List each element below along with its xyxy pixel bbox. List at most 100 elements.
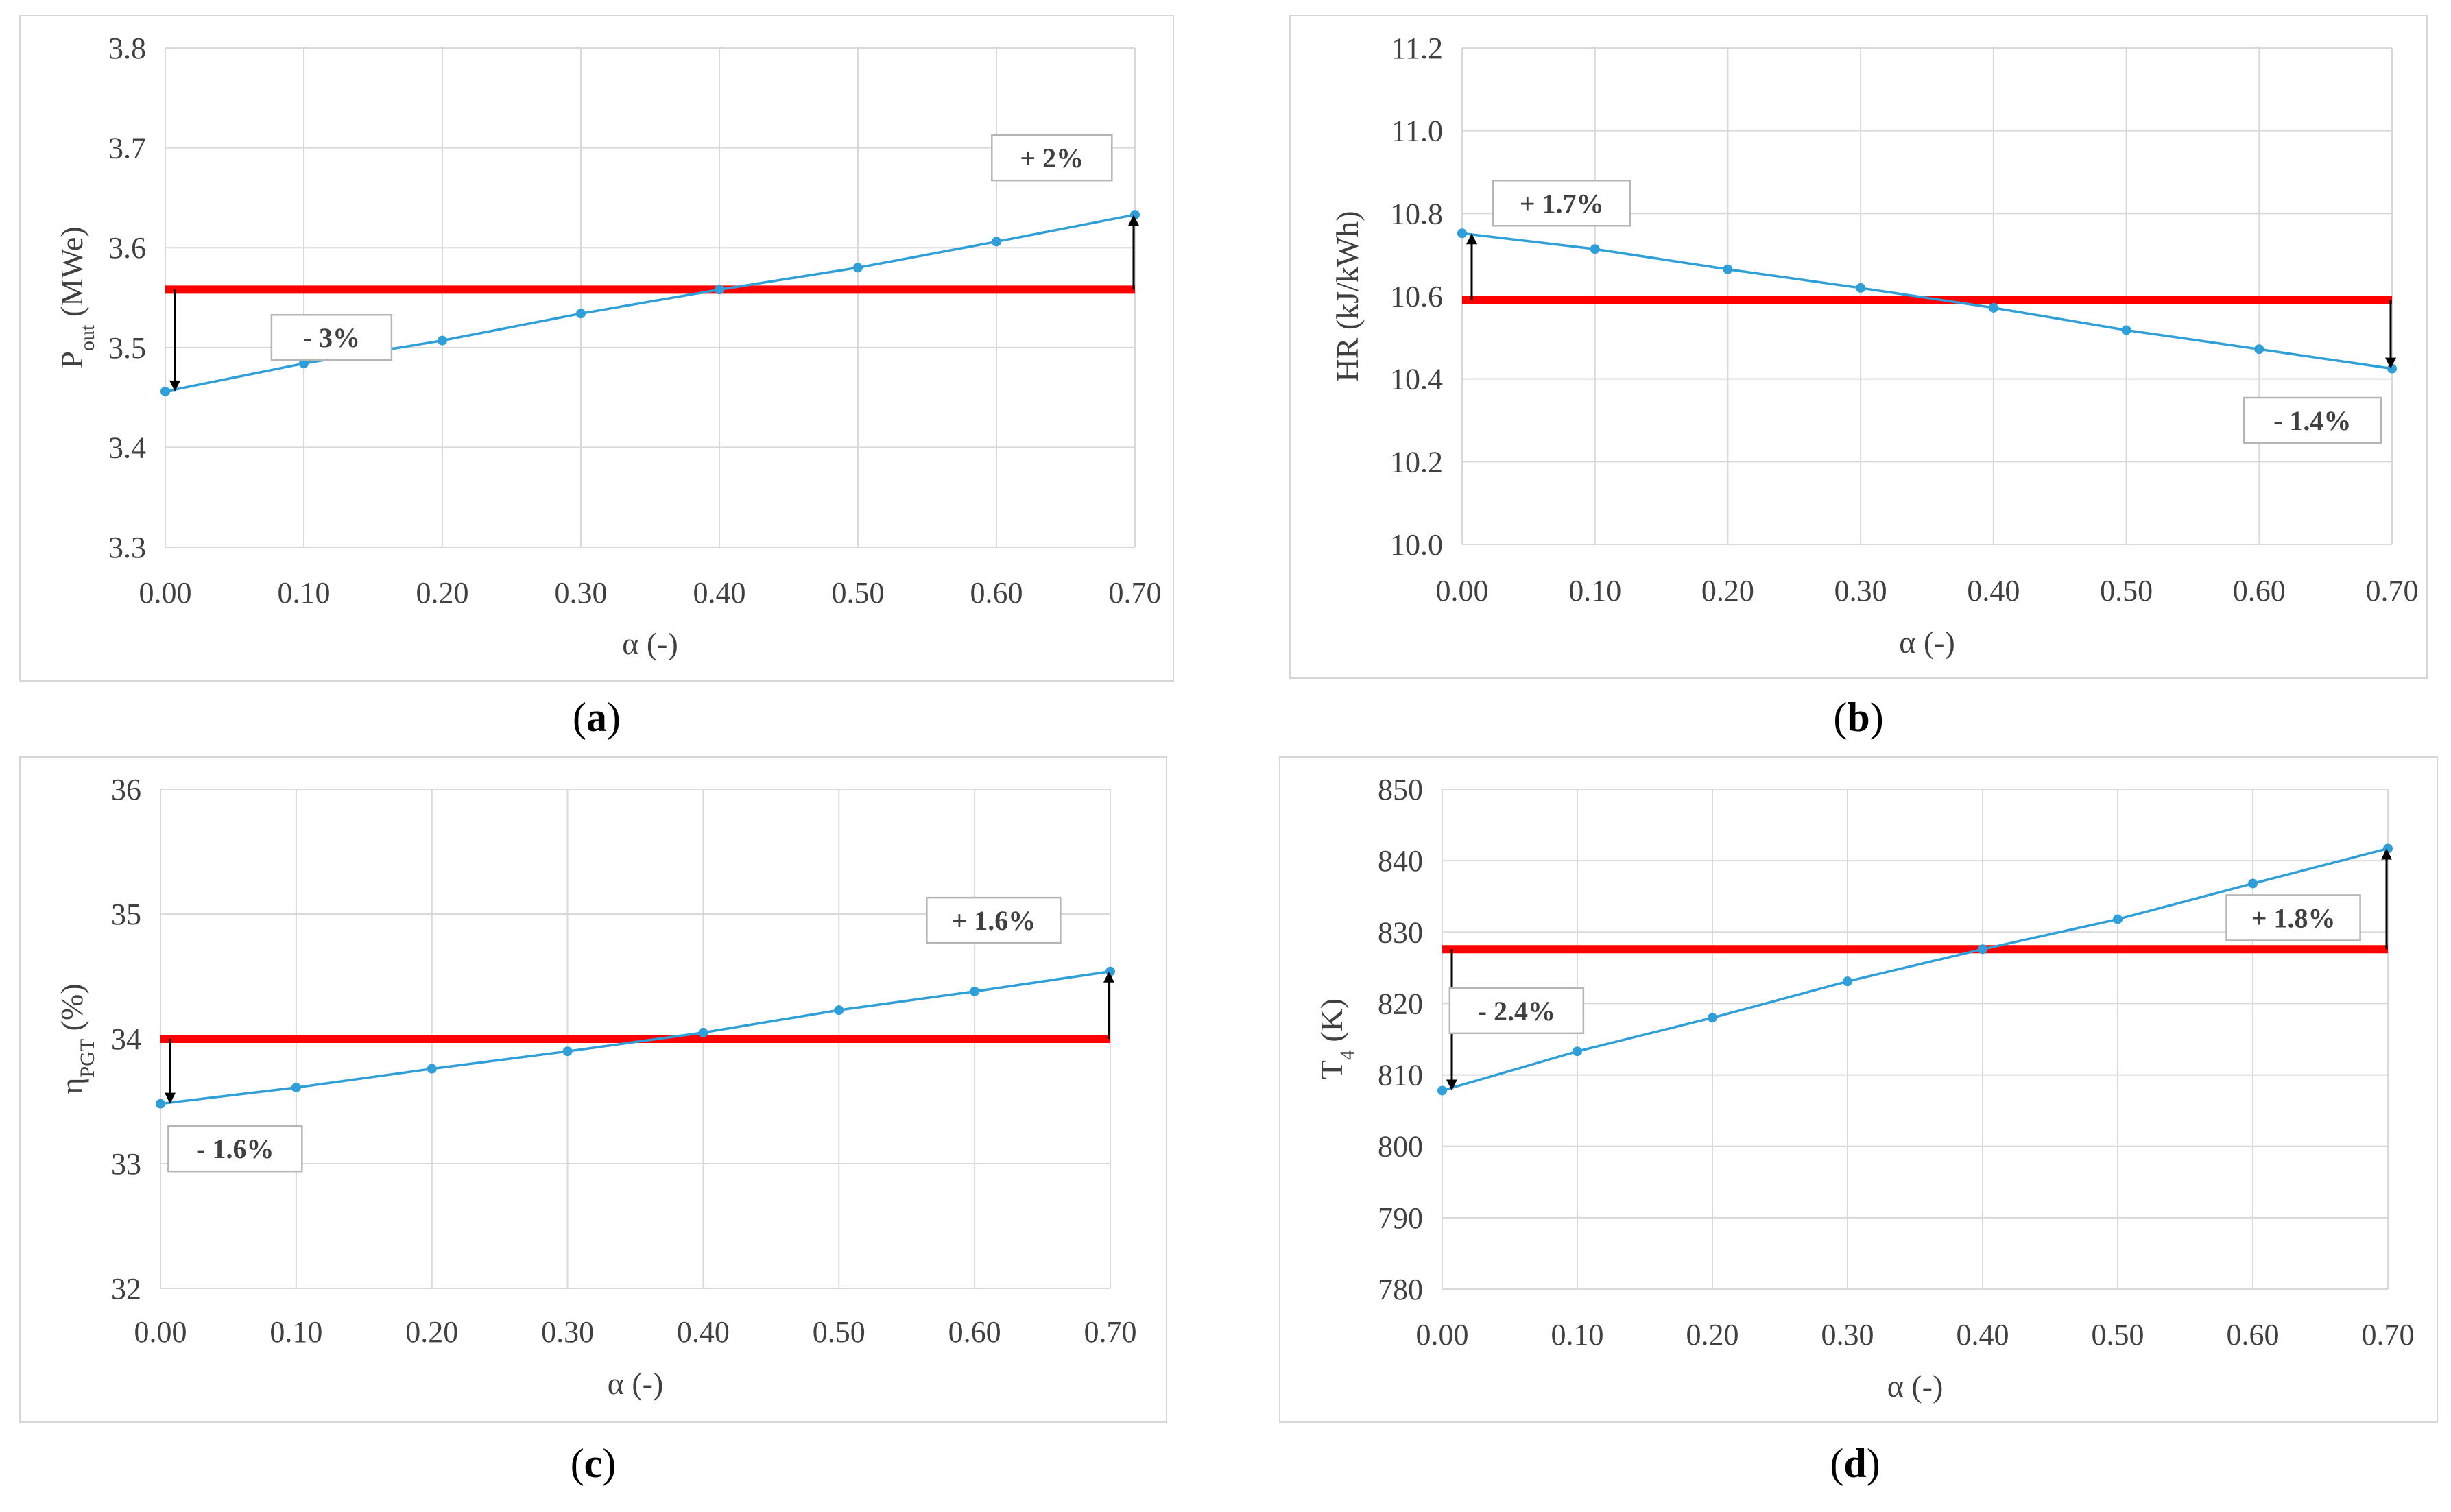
data-point: [1573, 1046, 1582, 1057]
y-tick-label: 820: [1378, 987, 1423, 1020]
annotation-arrowhead: [165, 1092, 176, 1104]
x-tick-label: 0.20: [1701, 574, 1754, 608]
x-tick-label: 0.60: [2227, 1318, 2280, 1352]
y-tick-label: 10.8: [1390, 197, 1443, 230]
x-tick-label: 0.20: [1686, 1318, 1739, 1352]
y-tick-label: 10.4: [1390, 363, 1443, 396]
y-tick-label: 810: [1378, 1059, 1423, 1092]
annotation-box: [926, 896, 1062, 944]
x-axis-label: α (-): [608, 1366, 664, 1401]
annotation-label: + 1.7%: [1520, 188, 1604, 219]
x-axis-label: α (-): [1887, 1369, 1944, 1404]
annotation-arrowhead: [1128, 215, 1139, 226]
data-point: [970, 986, 980, 996]
data-point: [1978, 944, 1987, 955]
data-point: [992, 237, 1001, 247]
x-tick-label: 0.70: [2362, 1318, 2415, 1352]
annotation-box: [991, 134, 1113, 182]
y-tick-label: 10.6: [1390, 280, 1443, 313]
y-tick-label: 800: [1378, 1130, 1423, 1164]
x-tick-label: 0.50: [832, 576, 885, 610]
y-tick-label: 3.7: [108, 132, 146, 165]
x-tick-label: 0.40: [693, 576, 746, 610]
chart-c: 32 33 34 35 36 0.00 0.10 0.20 0.30 0.40 0.50 0.60 0.…: [54, 773, 1137, 1401]
annotation-box: [2243, 396, 2382, 444]
data-point: [562, 1046, 573, 1057]
x-tick-label: 0.60: [2233, 574, 2286, 608]
y-tick-label: 36: [111, 773, 141, 806]
caption-c: (c): [570, 1441, 617, 1486]
chart-panel-a: 3.3 3.4 3.5 3.6 3.7 3.8 0.00 0.10 0.20 0.30 0.40 0.…: [19, 15, 1174, 682]
y-tick-label: 35: [111, 898, 141, 931]
y-axis-label-unit: (K): [1314, 998, 1349, 1050]
annotation-arrowhead: [2381, 848, 2392, 860]
annotation-label: + 1.6%: [951, 905, 1036, 936]
data-point: [2254, 344, 2264, 355]
data-point: [853, 263, 863, 273]
x-tick-label: 0.40: [677, 1315, 730, 1349]
chart-panel-b: 10.0 10.2 10.4 10.6 10.8 11.0 11.2 0.00 0.10 0.20…: [1289, 15, 2428, 679]
series-line: [160, 970, 1111, 1105]
annotation-label: - 1.6%: [196, 1133, 274, 1164]
chart-panel-c: 32 33 34 35 36 0.00 0.10 0.20 0.30 0.40 0.50 0.60 0.…: [19, 756, 1167, 1423]
data-point: [1843, 976, 1852, 987]
y-axis-label-subscript: PGT: [76, 1039, 99, 1078]
series-line: [1442, 847, 2389, 1092]
y-tick-label: 3.6: [108, 231, 146, 265]
x-tick-label: 0.30: [1821, 1318, 1874, 1352]
data-point: [698, 1027, 708, 1037]
annotation-label: + 2%: [1020, 143, 1084, 173]
x-tick-label: 0.40: [1967, 574, 2020, 608]
annotation-label: - 1.4%: [2273, 405, 2351, 436]
annotation-box: [167, 1125, 303, 1173]
y-axis-label-subscript: out: [76, 324, 99, 351]
annotation-box: [1448, 987, 1585, 1035]
x-tick-label: 0.00: [134, 1315, 187, 1349]
y-tick-label: 32: [111, 1272, 141, 1306]
data-point: [2248, 878, 2258, 889]
caption-b: (b): [1833, 695, 1884, 740]
x-tick-label: 0.40: [1957, 1318, 2009, 1352]
annotation-label: + 1.8%: [2251, 902, 2336, 933]
data-point: [1856, 283, 1866, 293]
data-point: [156, 1099, 165, 1109]
y-tick-label: 11.2: [1391, 32, 1443, 65]
annotation-arrowhead: [169, 380, 180, 392]
y-axis-label: HR (kJ/kWh): [1330, 211, 1365, 381]
x-tick-label: 0.30: [1834, 574, 1887, 608]
y-tick-label: 780: [1378, 1273, 1423, 1306]
data-point: [2121, 325, 2131, 335]
annotation-label: - 3%: [303, 322, 360, 353]
x-tick-label: 0.10: [1568, 574, 1621, 608]
caption-d: (d): [1830, 1441, 1880, 1486]
x-axis-label: α (-): [1899, 625, 1955, 660]
y-tick-label: 10.0: [1390, 528, 1443, 562]
data-point: [160, 386, 170, 396]
data-point: [427, 1064, 437, 1074]
chart-panel-d: 780 790 800 810 820 830 840 850 0.00 0.10 0.20 0.30…: [1279, 756, 2438, 1423]
series-line: [165, 213, 1136, 393]
y-tick-label: 3.4: [108, 431, 146, 464]
data-point: [1708, 1013, 1717, 1023]
data-point: [291, 1082, 301, 1092]
y-axis-label-main: HR (kJ/kWh): [1330, 211, 1365, 381]
x-tick-label: 0.10: [1551, 1318, 1604, 1352]
y-tick-label: 830: [1378, 915, 1423, 949]
annotation-box: [2225, 894, 2361, 941]
y-axis-label-main: η: [54, 1078, 89, 1094]
data-point: [715, 285, 724, 295]
x-tick-label: 0.60: [970, 576, 1023, 610]
x-tick-label: 0.70: [1109, 576, 1162, 610]
data-point: [834, 1005, 844, 1016]
annotation-box: [270, 313, 393, 361]
x-tick-label: 0.20: [416, 576, 469, 610]
y-tick-label: 840: [1378, 844, 1423, 878]
data-point: [576, 309, 586, 319]
chart-d: 780 790 800 810 820 830 840 850 0.00 0.10 0.20 0.30…: [1314, 773, 2415, 1404]
y-tick-label: 34: [111, 1022, 141, 1056]
x-tick-label: 0.00: [1416, 1318, 1469, 1352]
data-point: [1988, 302, 1998, 313]
y-axis-label-unit: (%): [54, 983, 89, 1038]
data-point: [1457, 228, 1467, 239]
x-tick-label: 0.20: [405, 1315, 458, 1349]
